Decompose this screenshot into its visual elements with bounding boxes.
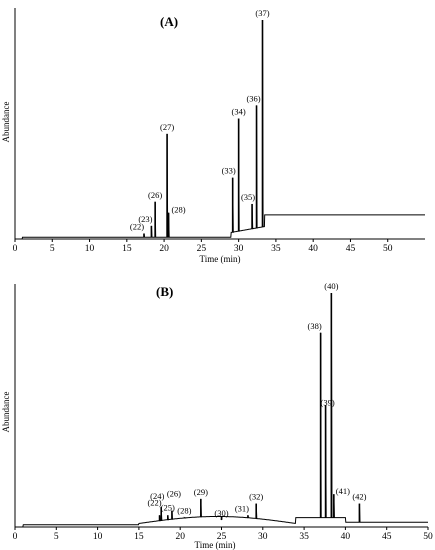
panel-b: (B) Abundance Time (min) 0 5 10 15 20 25 30 35 4… xyxy=(1,281,433,550)
panel-a-peak-label: (33) xyxy=(222,166,236,176)
panel-b-peak-label: (32) xyxy=(249,492,263,502)
panel-b-peak-label: (29) xyxy=(194,487,208,497)
panel-b-x-tick-label: 5 xyxy=(54,532,59,542)
panel-a-x-tick-label: 25 xyxy=(197,244,207,254)
panel-a-x-tick-label: 5 xyxy=(50,244,55,254)
panel-a-x-tick-label: 0 xyxy=(13,244,18,254)
panel-b-peak-labels: (22)(24)(25) (26) (28)(29) (30) (31)(32) (38)… xyxy=(147,281,367,523)
panel-b-trace xyxy=(15,292,428,528)
panel-b-peak-label: (28) xyxy=(177,506,191,516)
panel-b-x-tick-label: 15 xyxy=(134,532,144,542)
panel-a-x-ticks: 0 5 10 15 20 25 30 35 40 45 50 xyxy=(13,239,393,254)
panel-a-label: (A) xyxy=(160,14,178,29)
panel-b-x-tick-label: 40 xyxy=(341,532,351,542)
panel-a-x-tick-label: 10 xyxy=(85,244,95,254)
panel-b-peak-label: (42) xyxy=(352,492,366,502)
panel-b-peak-label: (26) xyxy=(167,489,181,499)
panel-a-x-tick-label: 30 xyxy=(234,244,244,254)
panel-a-x-tick-label: 40 xyxy=(308,244,318,254)
panel-b-peak-label: (40) xyxy=(324,281,338,291)
panel-a-peak-labels: (22)(23) (26) (28) (27) (33) (35) (34)(36) (37) xyxy=(130,8,270,238)
panel-a-xlabel: Time (min) xyxy=(200,254,241,264)
panel-b-peak-label: (24) xyxy=(150,491,164,501)
panel-b-x-ticks: 0 5 10 15 20 25 30 35 40 45 50 xyxy=(13,527,433,542)
panel-b-label: (B) xyxy=(156,284,173,299)
panel-b-xlabel: Time (min) xyxy=(195,540,236,550)
panel-a: (A) Abundance Time (min) 0 5 10 15 20 25 30 35 4… xyxy=(1,8,425,264)
panel-a-peak-label: (23) xyxy=(138,214,152,224)
panel-a-x-tick-label: 15 xyxy=(122,244,132,254)
panel-b-peak-label: (38) xyxy=(308,321,322,331)
panel-b-x-tick-label: 45 xyxy=(382,532,392,542)
panel-a-peak-label: (27) xyxy=(160,122,174,132)
panel-b-x-tick-label: 20 xyxy=(175,532,185,542)
panel-a-peak-label: (26) xyxy=(148,190,162,200)
panel-a-x-tick-label: 45 xyxy=(346,244,356,254)
panel-a-peak-label: (37) xyxy=(255,8,269,18)
panel-a-x-tick-label: 20 xyxy=(159,244,169,254)
panel-b-ylabel: Abundance xyxy=(1,392,11,433)
panel-a-peak-label: (35) xyxy=(241,192,255,202)
panel-b-peak-label: (25) xyxy=(161,502,175,512)
panel-b-x-tick-label: 10 xyxy=(93,532,103,542)
panel-a-x-tick-label: 35 xyxy=(271,244,281,254)
panel-a-peak-label: (28) xyxy=(171,205,185,215)
panel-b-x-tick-label: 25 xyxy=(217,532,227,542)
panel-a-trace xyxy=(15,19,425,240)
panel-b-x-tick-label: 50 xyxy=(423,532,433,542)
panel-a-peak-label: (22) xyxy=(130,222,144,232)
panel-b-x-tick-label: 35 xyxy=(299,532,309,542)
panel-b-x-tick-label: 30 xyxy=(258,532,268,542)
panel-a-peak-label: (36) xyxy=(246,93,260,103)
panel-b-peak-label: (39) xyxy=(320,397,334,407)
panel-b-x-tick-label: 0 xyxy=(13,532,18,542)
panel-a-peak-label: (34) xyxy=(232,107,246,117)
panel-b-peak-label: (41) xyxy=(336,486,350,496)
panel-b-peak-label: (22) xyxy=(147,497,161,507)
panel-b-peak-label: (30) xyxy=(214,508,228,518)
panel-b-peak-label: (31) xyxy=(235,503,249,513)
panel-a-ylabel: Abundance xyxy=(1,102,11,143)
panel-a-x-tick-label: 50 xyxy=(383,244,393,254)
